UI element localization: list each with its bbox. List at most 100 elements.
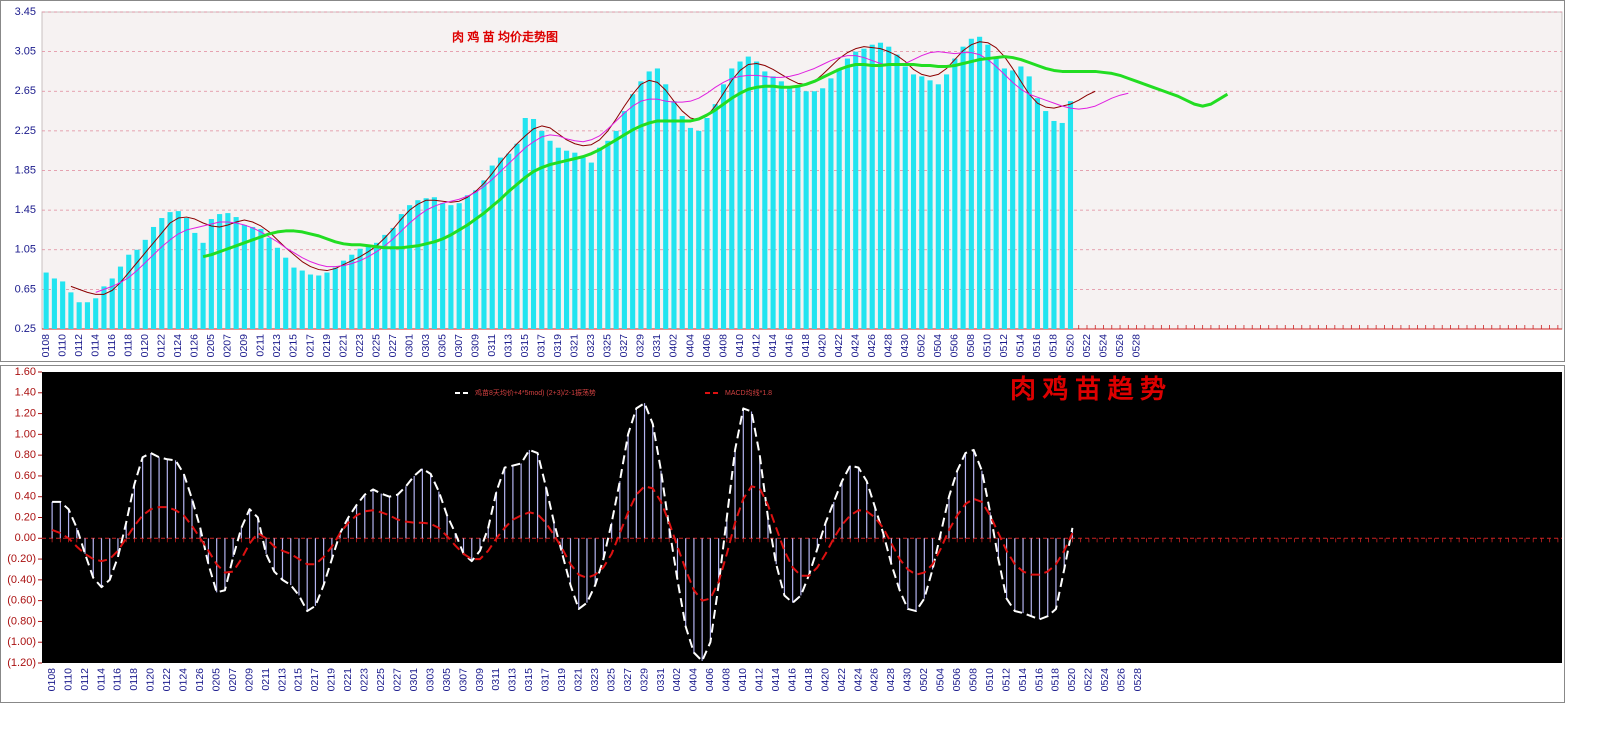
x-tick-label: 0118 bbox=[128, 668, 140, 691]
y-tick-label: 1.40 bbox=[15, 387, 36, 399]
bar bbox=[803, 91, 809, 329]
x-tick-label: 0321 bbox=[569, 334, 581, 358]
bar bbox=[274, 247, 280, 329]
x-tick-label: 0124 bbox=[178, 668, 190, 692]
x-tick-label: 0418 bbox=[803, 668, 815, 692]
x-tick-label: 0217 bbox=[304, 334, 316, 358]
bar bbox=[811, 91, 817, 329]
x-tick-label: 0514 bbox=[1017, 668, 1029, 692]
bar bbox=[580, 157, 586, 329]
x-tick-label: 0311 bbox=[490, 668, 502, 691]
bar bbox=[93, 298, 99, 329]
bar bbox=[910, 74, 917, 329]
x-tick-label: 0408 bbox=[717, 334, 729, 358]
bar bbox=[836, 68, 842, 329]
x-tick-label: 0108 bbox=[46, 668, 58, 692]
y-tick-label: 0.60 bbox=[15, 470, 36, 482]
bar bbox=[126, 254, 132, 329]
bar bbox=[316, 275, 322, 329]
y-tick-label: 1.05 bbox=[15, 244, 36, 256]
bar bbox=[299, 270, 305, 329]
bar bbox=[597, 147, 603, 329]
bar bbox=[844, 58, 850, 329]
bar bbox=[894, 54, 900, 330]
x-tick-label: 0213 bbox=[271, 334, 283, 358]
x-tick-label: 0506 bbox=[949, 334, 961, 358]
bar bbox=[332, 267, 338, 329]
x-tick-label: 0227 bbox=[387, 334, 399, 358]
bar bbox=[654, 68, 660, 329]
bar bbox=[778, 81, 784, 329]
bar bbox=[291, 267, 297, 329]
x-tick-label: 0219 bbox=[321, 334, 333, 358]
bottom-plot-area bbox=[42, 372, 1562, 663]
x-tick-label: 0420 bbox=[816, 334, 828, 358]
y-tick-label: (1.00) bbox=[7, 636, 36, 648]
y-tick-label: 0.20 bbox=[15, 511, 36, 523]
y-tick-label: 1.85 bbox=[15, 164, 36, 176]
x-tick-label: 0116 bbox=[112, 668, 124, 691]
x-tick-label: 0207 bbox=[227, 668, 239, 692]
bar bbox=[902, 66, 908, 329]
legend-label: 鸡苗8天均价+4*5mod) (2+3)/2-1振荡势 bbox=[475, 388, 596, 397]
bar bbox=[374, 242, 380, 329]
bar bbox=[944, 74, 950, 329]
x-tick-label: 0217 bbox=[309, 668, 321, 692]
bar bbox=[985, 44, 991, 330]
bar bbox=[745, 56, 751, 329]
bar bbox=[1026, 76, 1032, 329]
bar bbox=[456, 203, 462, 329]
x-tick-label: 0522 bbox=[1083, 668, 1095, 692]
bar bbox=[415, 200, 421, 329]
bar bbox=[770, 76, 776, 329]
y-tick-label: 1.20 bbox=[15, 407, 36, 419]
x-tick-label: 0504 bbox=[935, 668, 947, 692]
y-tick-label: 2.25 bbox=[15, 125, 36, 137]
bar bbox=[101, 286, 107, 329]
x-tick-label: 0329 bbox=[638, 668, 650, 692]
bar bbox=[960, 46, 966, 329]
x-tick-label: 0430 bbox=[899, 334, 911, 358]
bar bbox=[737, 61, 743, 329]
x-tick-label: 0225 bbox=[375, 668, 387, 692]
bar bbox=[572, 152, 578, 329]
x-tick-label: 0215 bbox=[293, 668, 305, 692]
x-tick-label: 0414 bbox=[770, 668, 782, 692]
bar bbox=[820, 88, 826, 329]
bar bbox=[448, 205, 454, 329]
x-tick-label: 0225 bbox=[370, 334, 382, 358]
legend-label: MACD均线*1.8 bbox=[725, 388, 772, 397]
x-tick-label: 0319 bbox=[556, 668, 568, 692]
x-tick-label: 0313 bbox=[507, 668, 519, 692]
x-tick-label: 0416 bbox=[783, 334, 795, 358]
bar bbox=[555, 147, 561, 329]
x-tick-label: 0311 bbox=[486, 334, 498, 357]
bar bbox=[382, 234, 388, 329]
bar bbox=[853, 51, 859, 329]
y-tick-label: 0.80 bbox=[15, 449, 36, 461]
x-tick-label: 0325 bbox=[602, 334, 614, 358]
line bbox=[51, 485, 1074, 602]
bar bbox=[76, 302, 82, 329]
bar bbox=[621, 111, 627, 329]
bar bbox=[522, 117, 528, 329]
x-tick-label: 0518 bbox=[1048, 334, 1060, 358]
bar bbox=[1001, 68, 1007, 329]
bar bbox=[233, 217, 239, 329]
bar bbox=[877, 42, 884, 329]
x-tick-label: 0404 bbox=[684, 334, 696, 358]
bar bbox=[729, 68, 735, 329]
bar bbox=[679, 116, 685, 329]
bar bbox=[390, 227, 396, 329]
bar bbox=[192, 232, 198, 329]
x-tick-label: 0325 bbox=[605, 668, 617, 692]
y-tick-label: 3.05 bbox=[15, 46, 36, 58]
y-tick-label: 3.45 bbox=[15, 6, 36, 18]
bar bbox=[340, 260, 347, 329]
bar bbox=[588, 162, 594, 329]
bar bbox=[1010, 70, 1016, 330]
x-tick-label: 0221 bbox=[337, 334, 349, 358]
bar bbox=[117, 266, 124, 329]
line bbox=[95, 51, 1129, 293]
